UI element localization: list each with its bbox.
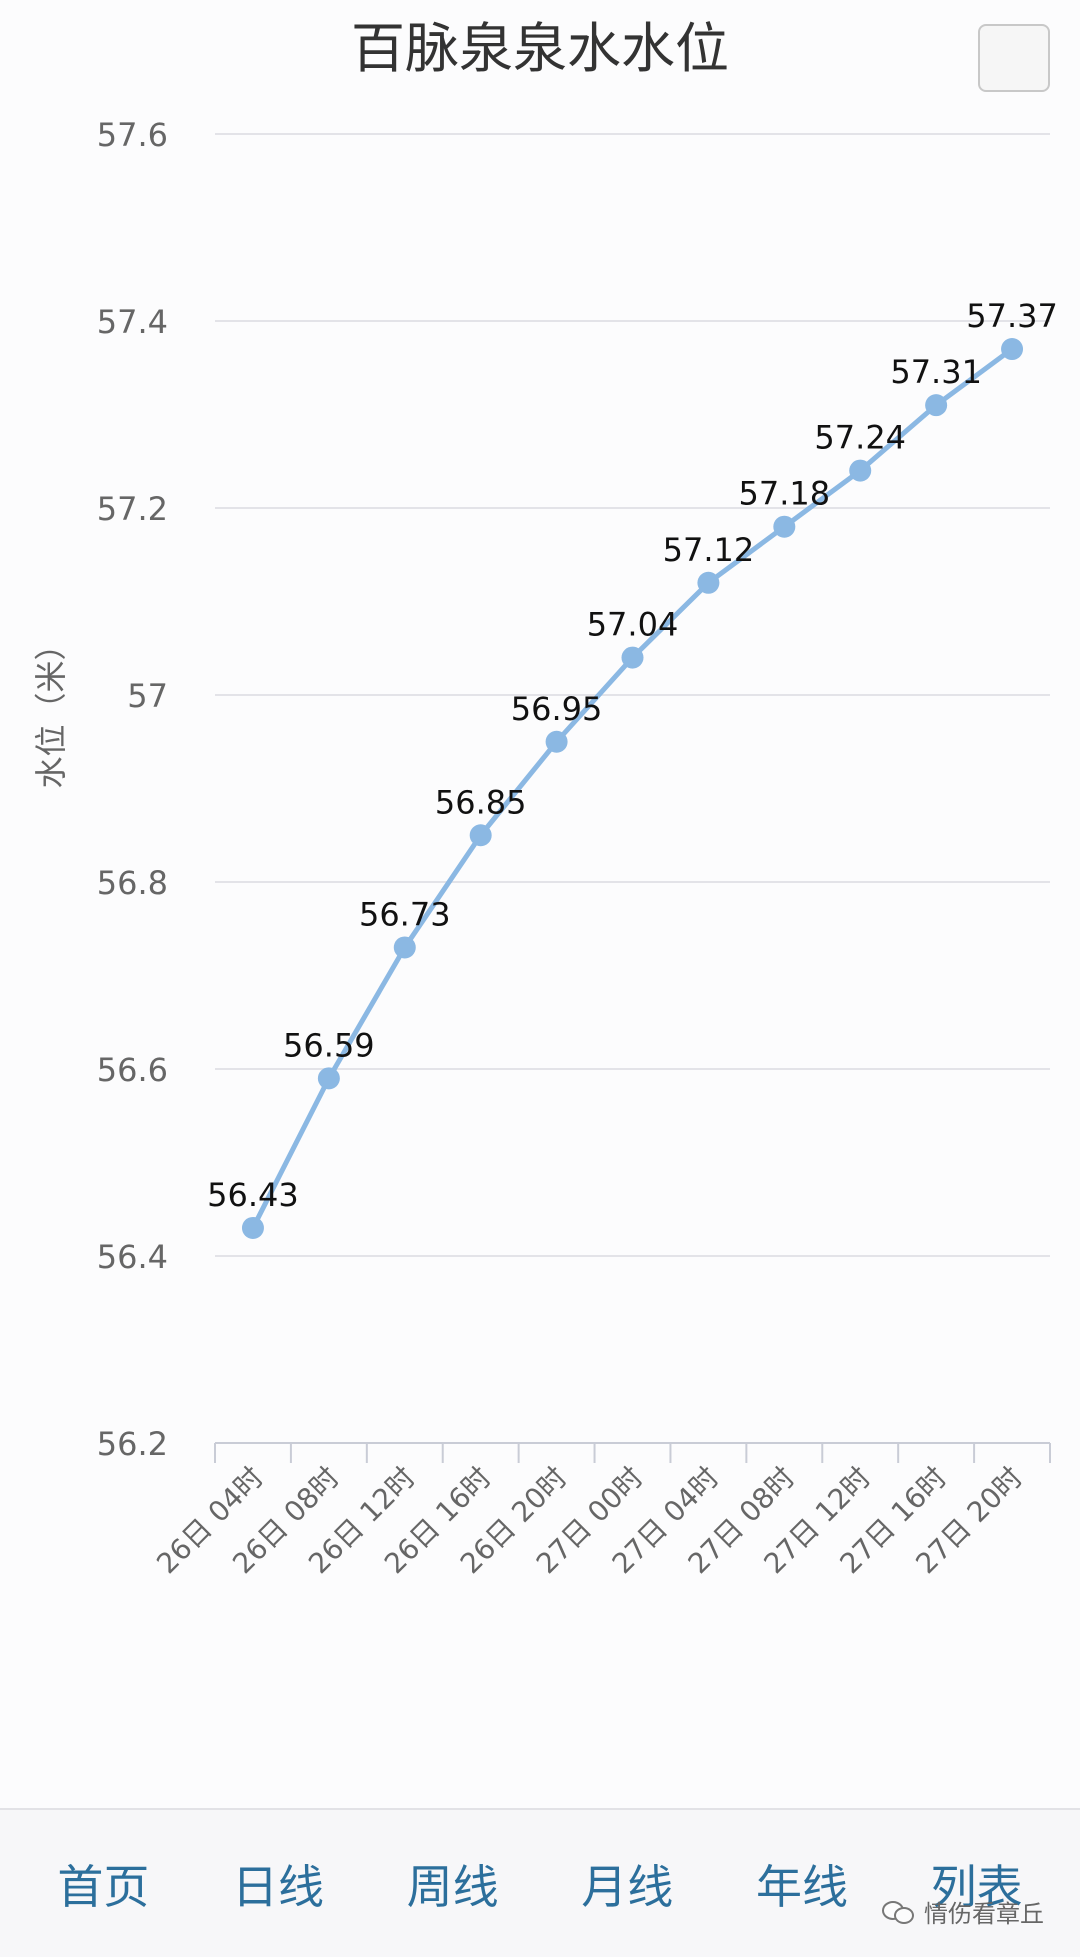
nav-daily-line[interactable]: 日线 (231, 1859, 324, 1914)
data-point (621, 646, 644, 669)
y-tick-label: 57.2 (97, 490, 168, 528)
y-tick-label: 56.2 (97, 1425, 168, 1463)
menu-button[interactable] (978, 24, 1050, 92)
nav-weekly-line[interactable]: 周线 (406, 1859, 499, 1914)
y-axis-label: 水位（米） (32, 628, 70, 788)
y-tick-label: 57.6 (97, 116, 168, 154)
data-point (1001, 338, 1024, 361)
data-label: 56.85 (435, 783, 527, 821)
series-line (250, 347, 1014, 1230)
data-point (697, 571, 720, 594)
data-label: 56.59 (283, 1026, 375, 1064)
y-tick-label: 56.8 (97, 864, 168, 902)
data-label: 57.04 (587, 606, 679, 644)
data-point (773, 515, 796, 538)
data-label: 57.37 (966, 297, 1058, 335)
data-point (317, 1067, 340, 1090)
data-label: 57.24 (814, 419, 906, 457)
data-label: 56.73 (359, 895, 451, 933)
nav-home[interactable]: 首页 (57, 1859, 150, 1914)
watermark-text: 情伤看章丘 (924, 1900, 1044, 1928)
y-tick-label: 57 (127, 677, 168, 715)
bottom-nav: 首页 日线 周线 月线 年线 列表 (0, 1808, 1080, 1957)
y-tick-label: 56.6 (97, 1051, 168, 1089)
data-point (545, 730, 568, 753)
data-point (925, 394, 948, 417)
wechat-icon (882, 1899, 916, 1925)
data-label: 57.31 (890, 353, 982, 391)
chart-title: 百脉泉泉水水位 (351, 17, 729, 80)
nav-monthly-line[interactable]: 月线 (581, 1859, 674, 1914)
watermark: 情伤看章丘 (882, 1894, 1044, 1929)
data-label: 57.12 (663, 531, 755, 569)
data-point (241, 1216, 264, 1239)
y-tick-label: 56.4 (97, 1238, 168, 1276)
y-tick-label: 57.4 (97, 303, 168, 341)
data-point (849, 459, 872, 482)
data-label: 57.18 (739, 475, 831, 513)
data-label: 56.95 (511, 690, 603, 728)
nav-yearly-line[interactable]: 年线 (755, 1859, 848, 1914)
data-point (393, 936, 416, 959)
data-label: 56.43 (207, 1176, 299, 1214)
data-point (469, 824, 492, 847)
nav-list[interactable]: 列表 (930, 1859, 1023, 1914)
